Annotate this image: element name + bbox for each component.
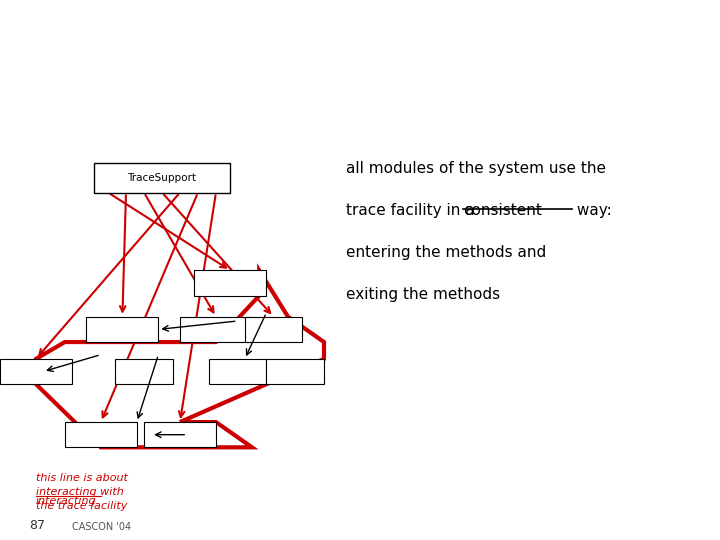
Text: 87: 87 (29, 518, 45, 531)
Bar (245, 317, 302, 342)
Bar (0, 359, 72, 384)
Bar (86, 317, 158, 342)
Text: consistent: consistent (463, 203, 542, 218)
Text: CASCON '04: CASCON '04 (72, 522, 131, 531)
Text: exiting the methods: exiting the methods (346, 287, 500, 302)
Bar (266, 359, 324, 384)
Bar (115, 359, 173, 384)
Bar (94, 163, 230, 193)
Text: interacting: interacting (36, 496, 96, 506)
Bar (180, 317, 252, 342)
Text: all modules of the system use the: all modules of the system use the (346, 161, 606, 176)
Text: a clear crosscutting
structure: a clear crosscutting structure (29, 21, 369, 86)
Bar (209, 359, 266, 384)
Text: trace facility in a: trace facility in a (346, 203, 479, 218)
Text: way:: way: (572, 203, 612, 218)
Bar (194, 271, 266, 296)
Text: this line is about
interacting with
the trace facility: this line is about interacting with the … (36, 472, 128, 511)
Text: entering the methods and: entering the methods and (346, 245, 546, 260)
Bar (65, 422, 137, 447)
Bar (144, 422, 216, 447)
Text: TraceSupport: TraceSupport (127, 173, 197, 183)
